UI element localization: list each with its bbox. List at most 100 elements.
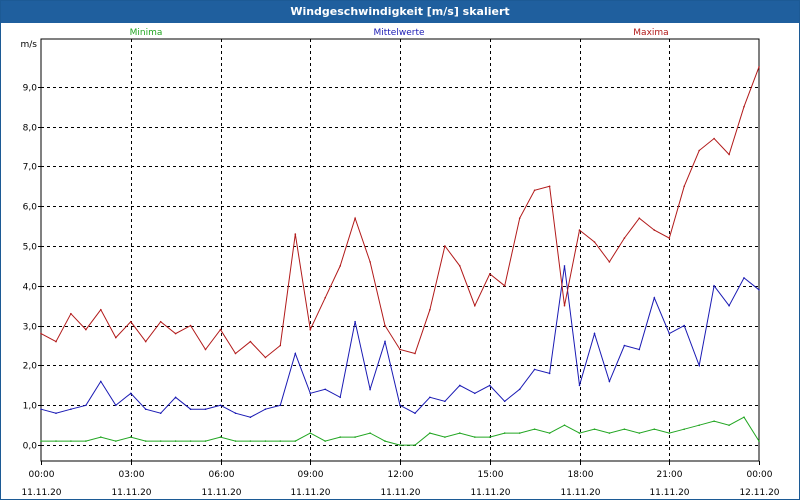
data-point-minima bbox=[174, 440, 177, 442]
data-point-minima bbox=[459, 432, 461, 434]
data-point-minima bbox=[489, 436, 491, 438]
data-point-mittelwerte bbox=[728, 304, 730, 307]
data-point-mittelwerte bbox=[563, 265, 566, 267]
data-point-minima bbox=[414, 444, 416, 446]
data-point-maxima bbox=[414, 352, 416, 355]
data-point-mittelwerte bbox=[503, 400, 506, 403]
data-point-mittelwerte bbox=[100, 380, 102, 383]
data-point-mittelwerte bbox=[623, 344, 626, 347]
x-tick-date: 11.11.20 bbox=[649, 488, 689, 498]
data-point-mittelwerte bbox=[713, 285, 715, 287]
data-point-maxima bbox=[189, 324, 192, 327]
data-point-minima bbox=[309, 432, 312, 434]
data-point-mittelwerte bbox=[339, 396, 342, 399]
x-tick-time: 15:00 bbox=[478, 470, 504, 480]
data-point-mittelwerte bbox=[399, 404, 401, 407]
data-point-mittelwerte bbox=[429, 396, 431, 399]
data-point-minima bbox=[698, 424, 700, 427]
data-point-maxima bbox=[548, 185, 551, 188]
data-point-maxima bbox=[399, 348, 401, 351]
x-tick-date: 11.11.20 bbox=[290, 488, 330, 498]
data-point-minima bbox=[115, 440, 117, 442]
data-point-maxima bbox=[444, 245, 446, 247]
data-point-maxima bbox=[294, 233, 297, 235]
data-point-mittelwerte bbox=[444, 400, 446, 403]
data-point-minima bbox=[444, 436, 446, 438]
y-axis-label: m/s bbox=[21, 40, 38, 50]
data-point-mittelwerte bbox=[144, 408, 147, 411]
data-point-mittelwerte bbox=[533, 368, 536, 371]
data-point-mittelwerte bbox=[324, 388, 327, 391]
y-tick-label: 7,0 bbox=[23, 163, 38, 173]
data-point-maxima bbox=[144, 340, 147, 343]
data-point-mittelwerte bbox=[638, 348, 641, 351]
y-tick-label: 5,0 bbox=[23, 243, 38, 253]
x-tick-date: 11.11.20 bbox=[380, 488, 420, 498]
chart-svg: 0,0 1,0 2,0 3,0 4,0 5,0 6,0 7,0 8,0 9,0 m/s 00:00 11… bbox=[21, 28, 780, 498]
data-point-minima bbox=[503, 432, 506, 434]
x-tick-time: 00:00 bbox=[747, 470, 773, 480]
data-point-mittelwerte bbox=[653, 297, 656, 299]
data-point-minima bbox=[339, 436, 342, 438]
data-point-minima bbox=[294, 440, 297, 442]
data-point-minima bbox=[144, 440, 147, 442]
x-tick-time: 00:00 bbox=[29, 470, 55, 480]
data-point-mittelwerte bbox=[130, 392, 132, 395]
data-point-minima bbox=[384, 440, 386, 442]
data-point-mittelwerte bbox=[189, 408, 192, 411]
x-tick-time: 03:00 bbox=[119, 470, 145, 480]
data-point-mittelwerte bbox=[294, 352, 297, 355]
data-point-minima bbox=[713, 420, 715, 423]
data-point-maxima bbox=[578, 229, 581, 231]
y-tick-label: 0,0 bbox=[23, 442, 38, 452]
data-point-minima bbox=[533, 428, 536, 431]
data-point-maxima bbox=[459, 265, 461, 267]
y-tick-label: 6,0 bbox=[23, 203, 38, 213]
data-point-minima bbox=[369, 432, 371, 434]
data-point-minima bbox=[249, 440, 252, 442]
data-point-minima bbox=[130, 436, 132, 438]
data-point-mittelwerte bbox=[414, 412, 416, 415]
data-point-maxima bbox=[369, 261, 371, 263]
data-point-minima bbox=[563, 424, 566, 427]
data-point-maxima bbox=[159, 320, 162, 323]
y-tick-label: 2,0 bbox=[23, 362, 38, 372]
data-point-mittelwerte bbox=[219, 404, 222, 407]
data-point-maxima bbox=[489, 273, 491, 275]
legend-entry-minima: Minima bbox=[130, 28, 163, 38]
series-line-maxima bbox=[40, 66, 760, 359]
data-point-mittelwerte bbox=[578, 384, 581, 387]
x-tick-date: 11.11.20 bbox=[201, 488, 241, 498]
data-point-minima bbox=[279, 440, 282, 442]
data-point-minima bbox=[85, 440, 87, 442]
data-point-maxima bbox=[728, 153, 730, 156]
legend-entry-mittelwerte: Mittelwerte bbox=[373, 28, 424, 38]
data-point-mittelwerte bbox=[249, 416, 252, 419]
data-point-minima bbox=[354, 436, 356, 438]
data-point-maxima bbox=[563, 304, 566, 307]
data-point-maxima bbox=[115, 336, 117, 339]
data-point-mittelwerte bbox=[758, 289, 760, 291]
data-point-minima bbox=[70, 440, 72, 442]
data-point-maxima bbox=[713, 137, 715, 140]
data-point-maxima bbox=[234, 352, 237, 355]
x-tick-time: 12:00 bbox=[388, 470, 414, 480]
data-point-minima bbox=[593, 428, 596, 431]
x-tick-date: 11.11.20 bbox=[470, 488, 510, 498]
data-point-minima bbox=[324, 440, 327, 442]
data-point-minima bbox=[204, 440, 207, 442]
axes: 0,0 1,0 2,0 3,0 4,0 5,0 6,0 7,0 8,0 9,0 m/s 00:00 11… bbox=[21, 38, 780, 498]
data-point-maxima bbox=[683, 185, 685, 188]
y-tick-label: 3,0 bbox=[23, 323, 38, 333]
data-point-maxima bbox=[279, 344, 282, 347]
data-point-maxima bbox=[264, 356, 267, 359]
data-point-mittelwerte bbox=[668, 332, 671, 335]
data-point-maxima bbox=[503, 285, 506, 287]
data-point-maxima bbox=[518, 217, 521, 219]
data-point-maxima bbox=[653, 229, 656, 231]
data-point-minima bbox=[578, 432, 581, 434]
data-point-maxima bbox=[623, 237, 626, 239]
data-point-minima bbox=[758, 440, 760, 442]
data-point-mittelwerte bbox=[309, 392, 312, 395]
data-point-minima bbox=[638, 432, 641, 434]
